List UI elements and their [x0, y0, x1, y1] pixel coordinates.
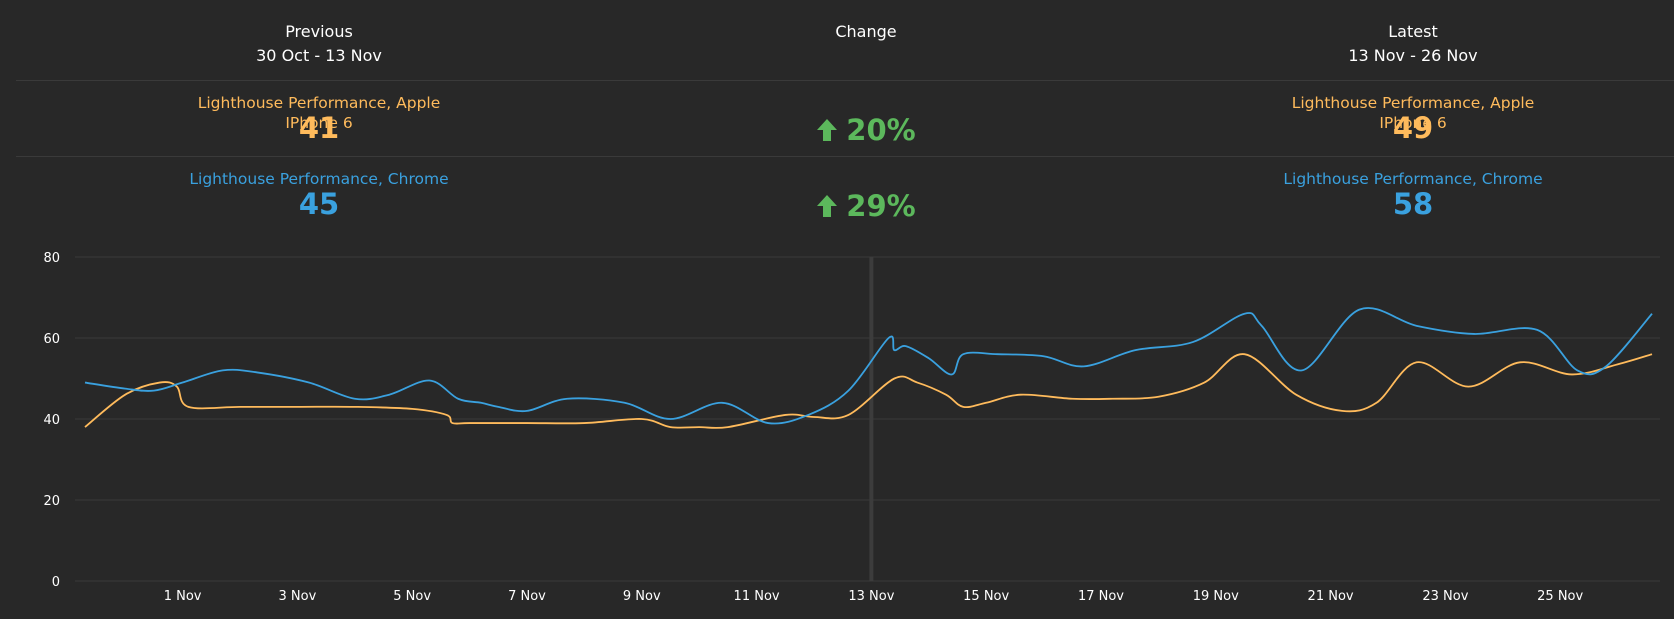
x-tick-label: 1 Nov [164, 589, 202, 604]
previous-range: 30 Oct - 13 Nov [256, 46, 382, 65]
y-tick-label: 60 [43, 332, 60, 347]
previous-metric-value-chrome: 45 [298, 187, 340, 221]
x-tick-label: 17 Nov [1078, 589, 1124, 604]
latest-title: Latest [1388, 22, 1438, 41]
latest-metric-value-chrome: 58 [1392, 187, 1434, 221]
x-tick-label: 3 Nov [278, 589, 316, 604]
x-tick-label: 23 Nov [1422, 589, 1468, 604]
previous-metric-value-iphone: 41 [298, 111, 340, 145]
previous-title: Previous [285, 22, 353, 41]
change-value-chrome: 29% [846, 189, 916, 223]
latest-metric-value-iphone: 49 [1392, 111, 1434, 145]
x-tick-label: 5 Nov [393, 589, 431, 604]
arrow-up-icon [817, 119, 838, 141]
x-tick-label: 7 Nov [508, 589, 546, 604]
arrow-up-icon [817, 195, 838, 217]
x-tick-label: 21 Nov [1308, 589, 1354, 604]
series-line-chrome [84, 307, 1653, 425]
x-tick-label: 11 Nov [734, 589, 780, 604]
latest-metric-label-chrome: Lighthouse Performance, Chrome [1283, 170, 1543, 188]
y-tick-label: 0 [52, 575, 60, 590]
x-tick-label: 13 Nov [848, 589, 894, 604]
change-iphone: 20% [716, 113, 1016, 147]
comparison-panel: Previous 30 Oct - 13 Nov Change Latest 1… [0, 0, 1674, 230]
header-divider [16, 80, 1674, 81]
x-tick-label: 25 Nov [1537, 589, 1583, 604]
change-value-iphone: 20% [846, 113, 916, 147]
series-line-iphone [84, 353, 1653, 429]
metric-divider [16, 156, 1674, 157]
change-title: Change [835, 22, 897, 41]
latest-metric-label-iphone: Lighthouse Performance, Apple IPhone 6 [1291, 94, 1535, 132]
previous-metric-label-chrome: Lighthouse Performance, Chrome [189, 170, 449, 188]
y-tick-label: 40 [43, 413, 60, 428]
x-tick-label: 19 Nov [1193, 589, 1239, 604]
x-tick-label: 15 Nov [963, 589, 1009, 604]
previous-metric-label-iphone: Lighthouse Performance, Apple IPhone 6 [197, 94, 441, 132]
latest-range: 13 Nov - 26 Nov [1348, 46, 1478, 65]
change-chrome: 29% [716, 189, 1016, 223]
x-tick-label: 9 Nov [623, 589, 661, 604]
y-tick-label: 80 [43, 251, 60, 266]
y-tick-label: 20 [43, 494, 60, 509]
